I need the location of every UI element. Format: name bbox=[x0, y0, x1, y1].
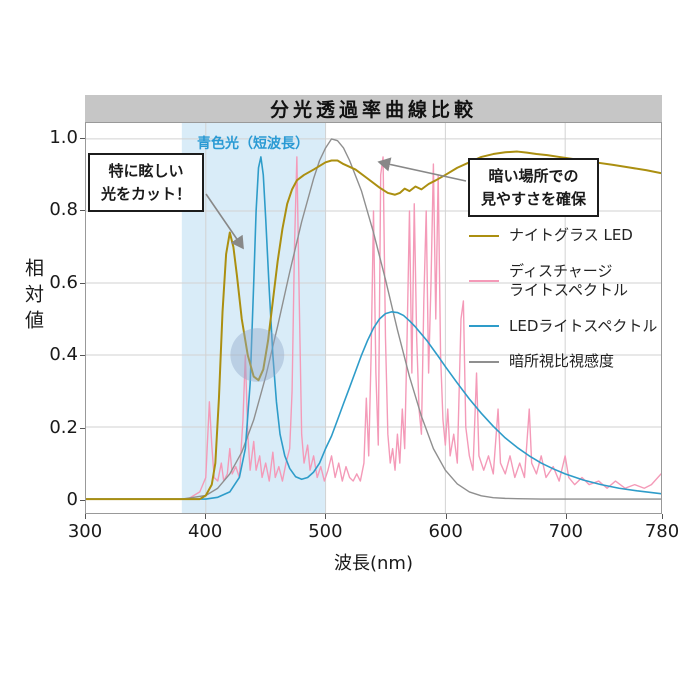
y-tick-label: 0 bbox=[66, 489, 78, 510]
legend-swatch bbox=[469, 280, 499, 282]
y-tick-mark bbox=[80, 427, 85, 429]
y-tick-label: 1.0 bbox=[49, 127, 78, 148]
x-tick-label: 600 bbox=[428, 521, 463, 542]
y-tick-mark bbox=[80, 500, 85, 501]
x-tick-mark bbox=[445, 514, 447, 519]
y-tick-label: 0.4 bbox=[49, 344, 78, 366]
x-tick-label: 700 bbox=[548, 521, 583, 542]
x-tick-label: 300 bbox=[67, 521, 103, 542]
x-axis-label: 波長(nm) bbox=[334, 553, 413, 574]
y-tick-label: 0.2 bbox=[49, 416, 78, 438]
legend-label: LEDライトスペクトル bbox=[509, 316, 658, 335]
x-tick-mark bbox=[565, 514, 567, 519]
legend-swatch bbox=[469, 325, 499, 328]
legend-item-scotopic: 暗所視比視感度 bbox=[469, 352, 657, 372]
chart-title: 分光透過率曲線比較 bbox=[269, 99, 477, 121]
y-tick-mark bbox=[80, 282, 85, 284]
legend-label: ナイトグラス LED bbox=[509, 226, 633, 244]
legend-item-discharge-light: ディスチャージ ライトスペクトル bbox=[469, 262, 657, 301]
y-axis-label: 相対値 bbox=[22, 258, 44, 336]
x-tick-mark bbox=[325, 514, 327, 519]
blue-light-band-label: 青色光（短波長） bbox=[197, 136, 309, 152]
x-tick-label: 780 bbox=[644, 521, 680, 542]
x-tick-label: 400 bbox=[188, 521, 223, 542]
y-tick-label: 0.6 bbox=[49, 271, 78, 293]
legend: ナイトグラス LED ディスチャージ ライトスペクトル LEDライトスペクトル 暗所視比… bbox=[469, 226, 657, 372]
annotation-cut-glare: 特に眩しい 光をカット！ bbox=[88, 153, 205, 212]
x-tick-mark bbox=[205, 514, 207, 519]
series-scotopic bbox=[86, 138, 661, 500]
legend-label: 暗所視比視感度 bbox=[509, 352, 615, 370]
legend-item-led-light: LEDライトスペクトル bbox=[469, 317, 657, 337]
x-tick-label: 500 bbox=[308, 521, 343, 542]
y-tick-label: 0.8 bbox=[49, 199, 78, 221]
chart-title-bar: 分光透過率曲線比較 bbox=[85, 95, 662, 122]
annotation-dark-visibility: 暗い場所での 見やすさを確保 bbox=[468, 158, 600, 217]
x-tick-mark bbox=[85, 514, 86, 519]
series-led-light bbox=[86, 156, 661, 500]
legend-swatch bbox=[469, 234, 499, 237]
y-tick-mark bbox=[80, 355, 85, 357]
x-tick-mark bbox=[662, 514, 663, 519]
y-tick-mark bbox=[80, 210, 85, 212]
legend-swatch bbox=[469, 360, 499, 363]
legend-item-night-glass-led: ナイトグラス LED bbox=[469, 226, 657, 246]
legend-label: ディスチャージ ライトスペクトル bbox=[509, 261, 628, 300]
y-tick-mark bbox=[80, 138, 85, 139]
highlight-circle bbox=[230, 328, 285, 382]
series-discharge-light bbox=[86, 156, 661, 500]
